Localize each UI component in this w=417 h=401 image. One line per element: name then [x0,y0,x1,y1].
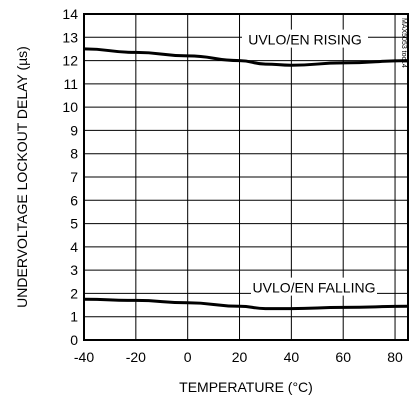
x-tick-label: 80 [387,349,403,365]
y-tick-label: 0 [70,332,78,348]
y-tick-label: 11 [63,76,78,92]
series-line [83,47,409,67]
x-tick-label: -40 [74,349,94,365]
y-tick-label: 3 [70,262,78,278]
y-tick-label: 10 [62,99,78,115]
y-tick-label: 8 [70,146,78,162]
x-tick-label: -20 [126,349,146,365]
y-tick-label: 1 [70,309,78,325]
y-tick-label: 14 [62,6,78,22]
x-axis-title: TEMPERATURE (°C) [179,379,313,395]
x-tick-label: 40 [284,349,300,365]
series-label-bg [242,29,368,48]
y-tick-label: 6 [70,192,78,208]
y-axis-title: UNDERVOLTAGE LOCKOUT DELAY (µs) [14,46,30,308]
plot-frame [83,13,409,341]
x-tick-label: 0 [184,349,192,365]
y-tick-label: 4 [70,239,78,255]
series-labels: UVLO/EN RISING UVLO/EN FALLING [242,29,377,296]
x-tick-label: 20 [232,349,248,365]
x-tick-labels: -40 -20 0 20 40 60 80 [74,349,403,365]
y-tick-label: 13 [62,29,78,45]
series-label: UVLO/EN RISING [248,32,362,48]
figure-watermark: MAX5053 toc14 [400,18,407,68]
series-lines [83,47,409,311]
series-line [83,297,409,311]
y-tick-label: 7 [70,169,78,185]
y-tick-label: 2 [70,285,78,301]
y-tick-label: 5 [70,216,78,232]
series-label-bg [251,277,377,296]
y-tick-label: 9 [70,122,78,138]
series-label: UVLO/EN FALLING [253,280,376,296]
x-tick-label: 60 [335,349,351,365]
y-tick-label: 12 [62,53,78,69]
